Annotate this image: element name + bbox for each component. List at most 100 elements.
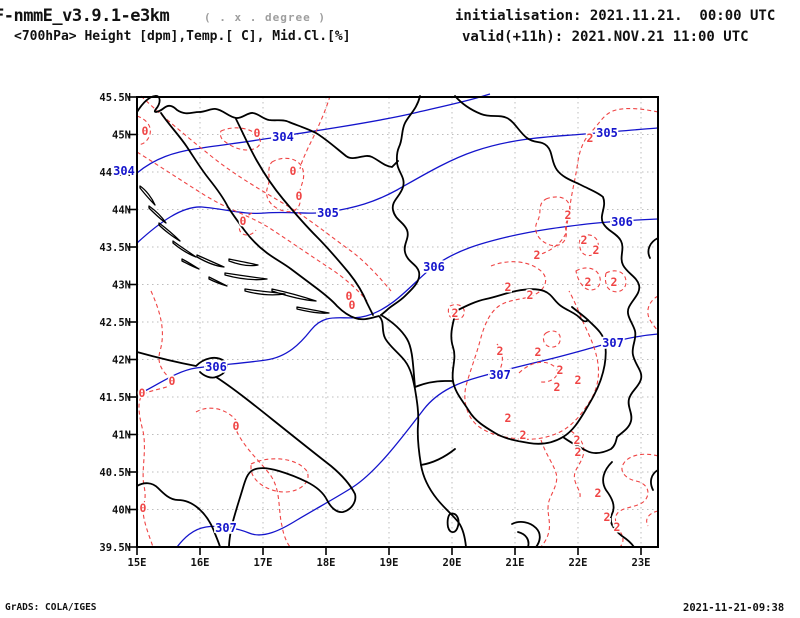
temp-contour-label: 2 bbox=[587, 131, 594, 145]
coastline-greece-northeast bbox=[602, 461, 635, 548]
temp-contour-2 bbox=[542, 330, 561, 348]
temp-contour-2 bbox=[496, 343, 503, 374]
height-contours bbox=[136, 93, 659, 548]
temp-contour-label: 2 bbox=[581, 233, 588, 247]
border-albania bbox=[414, 380, 456, 466]
temp-contour-label: 2 bbox=[527, 288, 534, 302]
temp-contour-label: 0 bbox=[254, 126, 261, 140]
height-contour-label: 305 bbox=[596, 126, 618, 140]
temp-contour-2 bbox=[535, 196, 571, 247]
temp-contour-label: 2 bbox=[554, 380, 561, 394]
height-contour-304 bbox=[136, 93, 491, 174]
temp-contour-0 bbox=[136, 115, 151, 146]
border-serbia-romania-bulgaria bbox=[454, 95, 643, 438]
lon-tick-label: 21E bbox=[506, 557, 525, 569]
temp-contour-2 bbox=[447, 304, 465, 320]
temp-contour-label: 2 bbox=[452, 306, 459, 320]
valid-time: valid(+11h): 2021.NOV.21 11:00 UTC bbox=[462, 29, 749, 45]
temp-contour-2 bbox=[518, 361, 559, 383]
border-bosnia-west bbox=[235, 118, 374, 316]
height-contour-305 bbox=[136, 127, 659, 244]
border-macedonia bbox=[450, 306, 607, 445]
border-right-edge-bits bbox=[647, 237, 659, 491]
temp-contour-2 bbox=[646, 510, 659, 527]
temp-contour-0 bbox=[136, 151, 368, 302]
height-contour-label: 307 bbox=[489, 368, 511, 382]
temp-contour-label: 2 bbox=[534, 248, 541, 262]
temp-contour-2 bbox=[604, 270, 627, 293]
temp-contour-label: 2 bbox=[535, 345, 542, 359]
lat-tick-label: 40.5N bbox=[99, 467, 131, 479]
temp-contour-2 bbox=[575, 267, 601, 291]
temp-contour-2 bbox=[647, 295, 659, 333]
coastline-italy-south bbox=[136, 482, 221, 548]
temp-contour-2 bbox=[614, 453, 659, 548]
temp-contour-2 bbox=[535, 107, 659, 257]
lon-tick-label: 20E bbox=[443, 557, 462, 569]
lat-tick-label: 41.5N bbox=[99, 392, 131, 404]
temp-contour-label: 2 bbox=[575, 373, 582, 387]
model-title: F-nmmE_v3.9.1-e3km bbox=[0, 6, 170, 26]
lat-tick-label: 43.5N bbox=[99, 242, 131, 254]
lon-tick-label: 15E bbox=[128, 557, 147, 569]
temp-contour-0 bbox=[195, 407, 291, 548]
temp-contour-label: 2 bbox=[614, 520, 621, 534]
temp-contour-label: 2 bbox=[574, 433, 581, 447]
height-contour-label: 306 bbox=[423, 260, 445, 274]
temp-contour-label: 0 bbox=[290, 164, 297, 178]
lat-tick-label: 39.5N bbox=[99, 542, 131, 554]
temp-contour-label: 2 bbox=[505, 280, 512, 294]
lat-tick-label: 42.5N bbox=[99, 317, 131, 329]
height-contour-label: 304 bbox=[113, 164, 135, 178]
temp-contour-0 bbox=[140, 95, 392, 292]
temp-contour-label: 0 bbox=[140, 501, 147, 515]
coastline-greece-west bbox=[446, 512, 541, 548]
lat-tick-label: 45.5N bbox=[99, 92, 131, 104]
lat-tick-label: 42N bbox=[112, 355, 131, 367]
temp-contour-label: 2 bbox=[595, 486, 602, 500]
height-contour-label: 307 bbox=[215, 521, 237, 535]
coastlines-borders bbox=[136, 95, 659, 548]
temp-contour-2 bbox=[578, 234, 599, 257]
border-macedonia-greece bbox=[562, 436, 618, 455]
grads-credit: GrADS: COLA/IGES bbox=[5, 602, 97, 613]
height-contour-label: 304 bbox=[272, 130, 294, 144]
temp-contour-label: 0 bbox=[233, 419, 240, 433]
temp-contour-label: 0 bbox=[349, 298, 356, 312]
temp-contour-label: 0 bbox=[169, 374, 176, 388]
lon-tick-label: 18E bbox=[317, 557, 336, 569]
map-frame bbox=[136, 96, 659, 548]
lon-tick-label: 16E bbox=[191, 557, 210, 569]
lat-tick-label: 45N bbox=[112, 130, 131, 142]
temp-contour-2 bbox=[570, 430, 585, 498]
border-north-bosnia bbox=[136, 95, 399, 168]
temp-contour-0 bbox=[250, 458, 309, 493]
temp-contour-0 bbox=[138, 290, 173, 548]
lat-tick-label: 43N bbox=[112, 280, 131, 292]
coastline-italy-adriatic bbox=[136, 351, 357, 548]
border-danube-drina bbox=[380, 95, 421, 316]
lat-tick-label: 44N bbox=[112, 205, 131, 217]
temp-contour-label: 2 bbox=[593, 243, 600, 257]
temp-contour-label: 2 bbox=[497, 344, 504, 358]
temp-contour-label: 2 bbox=[611, 275, 618, 289]
grid-layer: 45.5N 45N 44.5N 44N 43.5N 43N 42.5N 42N 41.5N 41N… bbox=[99, 92, 658, 569]
lat-tick-label: 41N bbox=[112, 430, 131, 442]
temp-contour-label: 2 bbox=[565, 208, 572, 222]
model-resolution-note: ( . x . degree ) bbox=[204, 11, 326, 24]
lon-tick-label: 23E bbox=[632, 557, 651, 569]
lat-tick-label: 40N bbox=[112, 505, 131, 517]
height-contour-label: 305 bbox=[317, 206, 339, 220]
border-montenegro bbox=[380, 314, 416, 388]
height-contour-307 bbox=[176, 333, 659, 548]
temp-contours bbox=[136, 95, 659, 548]
temp-contour-0 bbox=[219, 127, 261, 151]
creation-timestamp: 2021-11-21-09:38 bbox=[683, 602, 785, 614]
fields-title: <700hPa> Height [dpm],Temp.[ C], Mid.Cl.… bbox=[14, 29, 351, 44]
temp-contour-label: 2 bbox=[585, 275, 592, 289]
temp-contour-label: 0 bbox=[142, 124, 149, 138]
lon-tick-label: 17E bbox=[254, 557, 273, 569]
temp-contour-0 bbox=[266, 157, 305, 213]
